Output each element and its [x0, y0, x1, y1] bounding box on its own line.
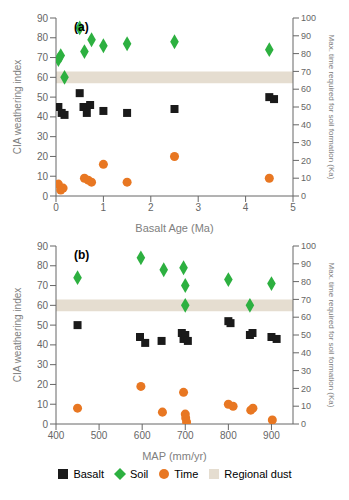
svg-text:10: 10	[37, 399, 49, 410]
svg-text:90: 90	[37, 13, 49, 24]
svg-text:80: 80	[37, 32, 49, 43]
svg-text:70: 70	[301, 295, 311, 305]
svg-text:30: 30	[301, 138, 311, 148]
svg-text:MAP (mm/yr): MAP (mm/yr)	[142, 450, 207, 462]
svg-text:20: 20	[37, 379, 49, 390]
svg-text:40: 40	[301, 348, 311, 358]
svg-text:20: 20	[301, 384, 311, 394]
svg-text:40: 40	[301, 120, 311, 130]
svg-text:60: 60	[37, 72, 49, 83]
svg-text:20: 20	[301, 156, 311, 166]
svg-text:40: 40	[37, 111, 49, 122]
svg-text:30: 30	[37, 131, 49, 142]
svg-text:2: 2	[148, 202, 154, 213]
svg-text:0: 0	[42, 191, 48, 202]
svg-text:90: 90	[37, 241, 49, 252]
svg-text:50: 50	[37, 92, 49, 103]
svg-text:90: 90	[301, 259, 311, 269]
svg-text:80: 80	[37, 260, 49, 271]
svg-text:100: 100	[301, 241, 316, 251]
svg-text:60: 60	[301, 312, 311, 322]
svg-text:0: 0	[42, 419, 48, 430]
svg-text:700: 700	[177, 430, 194, 441]
svg-text:600: 600	[134, 430, 151, 441]
svg-text:20: 20	[37, 151, 49, 162]
svg-text:70: 70	[37, 52, 49, 63]
svg-text:Basalt Age (Ma): Basalt Age (Ma)	[135, 222, 213, 234]
svg-text:30: 30	[37, 359, 49, 370]
svg-text:60: 60	[301, 84, 311, 94]
svg-text:0: 0	[301, 191, 306, 201]
html-text:(b): (b)	[74, 248, 90, 262]
svg-text:10: 10	[301, 401, 311, 411]
svg-text:10: 10	[37, 171, 49, 182]
svg-text:60: 60	[37, 300, 49, 311]
html-text:(a): (a)	[74, 20, 89, 34]
svg-text:90: 90	[301, 31, 311, 41]
svg-text:1: 1	[101, 202, 107, 213]
svg-text:70: 70	[301, 67, 311, 77]
svg-text:50: 50	[301, 330, 311, 340]
svg-text:0: 0	[53, 202, 59, 213]
html-text:Basalt: Basalt	[73, 468, 104, 480]
svg-text:CIA weathering index: CIA weathering index	[12, 288, 23, 383]
svg-text:800: 800	[220, 430, 237, 441]
svg-text:400: 400	[48, 430, 65, 441]
svg-text:4: 4	[243, 202, 249, 213]
svg-text:Max. time required for soil fo: Max. time required for soil formation (K…	[327, 35, 336, 180]
html-text:Time: Time	[174, 468, 199, 480]
svg-text:3: 3	[195, 202, 201, 213]
svg-text:80: 80	[301, 49, 311, 59]
svg-text:900: 900	[263, 430, 280, 441]
svg-text:70: 70	[37, 280, 49, 291]
svg-text:Max. time required for soil fo: Max. time required for soil formation (K…	[327, 263, 336, 408]
svg-text:CIA weathering index: CIA weathering index	[12, 60, 23, 155]
html-text:Soil: Soil	[130, 468, 149, 480]
svg-text:10: 10	[301, 173, 311, 183]
svg-text:50: 50	[301, 102, 311, 112]
svg-text:50: 50	[37, 320, 49, 331]
svg-text:500: 500	[91, 430, 108, 441]
html-text:Regional dust: Regional dust	[224, 468, 292, 480]
svg-text:80: 80	[301, 277, 311, 287]
svg-text:0: 0	[301, 419, 306, 429]
svg-text:40: 40	[37, 339, 49, 350]
svg-text:100: 100	[301, 13, 316, 23]
svg-text:30: 30	[301, 366, 311, 376]
svg-text:5: 5	[290, 202, 296, 213]
